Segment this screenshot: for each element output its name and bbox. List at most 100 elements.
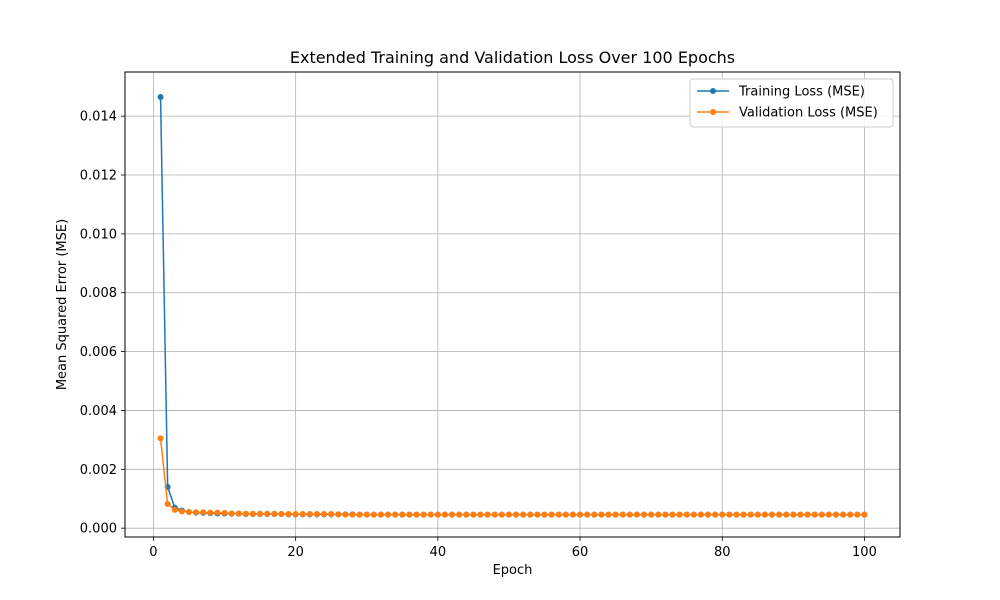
- data-point: [399, 511, 406, 518]
- data-point: [406, 511, 413, 518]
- legend-swatch-marker: [710, 109, 716, 115]
- data-point: [811, 511, 818, 518]
- data-point: [641, 511, 648, 518]
- data-point: [292, 511, 299, 518]
- y-axis-label: Mean Squared Error (MSE): [55, 219, 70, 390]
- y-tick-label: 0.014: [80, 110, 117, 125]
- data-point: [726, 511, 733, 518]
- series-validation: [157, 435, 868, 518]
- data-point: [313, 511, 320, 518]
- data-point: [605, 511, 612, 518]
- y-tick-label: 0.008: [80, 286, 117, 301]
- data-point: [790, 511, 797, 518]
- data-point: [278, 511, 285, 518]
- y-tick-label: 0.004: [80, 404, 117, 419]
- data-point: [577, 511, 584, 518]
- legend-box: [689, 78, 894, 128]
- x-tick-label: 0: [149, 545, 157, 560]
- data-point: [697, 511, 704, 518]
- data-point: [633, 511, 640, 518]
- data-point: [690, 511, 697, 518]
- data-point: [555, 511, 562, 518]
- data-point: [299, 511, 306, 518]
- data-point: [221, 509, 228, 516]
- data-point: [776, 511, 783, 518]
- data-point: [306, 511, 313, 518]
- data-point: [328, 511, 335, 518]
- data-point: [534, 511, 541, 518]
- data-point: [157, 435, 164, 442]
- x-axis-label: Epoch: [493, 563, 533, 578]
- data-point: [470, 511, 477, 518]
- data-point: [505, 511, 512, 518]
- data-point: [584, 511, 591, 518]
- data-point: [164, 501, 171, 508]
- data-point: [797, 511, 804, 518]
- data-point: [626, 511, 633, 518]
- data-point: [185, 508, 192, 515]
- data-point: [854, 511, 861, 518]
- data-point: [456, 511, 463, 518]
- data-point: [498, 511, 505, 518]
- data-point: [441, 511, 448, 518]
- data-point: [520, 511, 527, 518]
- data-point: [662, 511, 669, 518]
- x-axis-ticks: 0 20 40 60 80 100: [149, 537, 877, 560]
- x-tick-label: 40: [430, 545, 447, 560]
- data-point: [200, 509, 207, 516]
- data-point: [833, 511, 840, 518]
- data-point: [804, 511, 811, 518]
- data-point: [847, 511, 854, 518]
- y-tick-label: 0.006: [80, 345, 117, 360]
- data-point: [235, 510, 242, 517]
- legend-swatch-marker: [710, 88, 716, 94]
- data-point: [861, 511, 868, 518]
- data-point: [840, 511, 847, 518]
- legend-label: Validation Loss (MSE): [739, 106, 878, 121]
- data-point: [214, 509, 221, 516]
- y-tick-label: 0.000: [80, 522, 117, 537]
- data-point: [342, 511, 349, 518]
- data-point: [747, 511, 754, 518]
- data-point: [733, 511, 740, 518]
- data-point: [392, 511, 399, 518]
- y-tick-label: 0.002: [80, 463, 117, 478]
- data-point: [769, 511, 776, 518]
- data-point: [321, 511, 328, 518]
- y-axis-ticks: 0.000 0.002 0.004 0.006 0.008 0.010 0.012 0.014: [80, 110, 125, 537]
- data-point: [363, 511, 370, 518]
- data-point: [683, 511, 690, 518]
- data-point: [335, 511, 342, 518]
- data-point: [157, 94, 164, 101]
- data-point: [434, 511, 441, 518]
- data-point: [385, 511, 392, 518]
- legend: Training Loss (MSE) Validation Loss (MSE): [689, 78, 894, 128]
- data-point: [463, 511, 470, 518]
- data-point: [527, 511, 534, 518]
- data-point: [377, 511, 384, 518]
- data-point: [676, 511, 683, 518]
- data-point: [484, 511, 491, 518]
- x-tick-label: 60: [572, 545, 589, 560]
- data-point: [655, 511, 662, 518]
- x-tick-label: 80: [714, 545, 731, 560]
- data-point: [513, 511, 520, 518]
- data-point: [207, 509, 214, 516]
- data-point: [591, 511, 598, 518]
- y-tick-label: 0.010: [80, 227, 117, 242]
- data-point: [193, 509, 200, 516]
- data-point: [783, 511, 790, 518]
- data-point: [818, 511, 825, 518]
- data-point: [705, 511, 712, 518]
- data-point: [598, 511, 605, 518]
- data-point: [761, 511, 768, 518]
- data-point: [349, 511, 356, 518]
- series-line: [159, 438, 865, 516]
- chart-title: Extended Training and Validation Loss Ov…: [290, 48, 735, 67]
- data-point: [612, 511, 619, 518]
- plot-series: [157, 94, 868, 518]
- data-point: [619, 511, 626, 518]
- data-point: [669, 511, 676, 518]
- data-point: [427, 511, 434, 518]
